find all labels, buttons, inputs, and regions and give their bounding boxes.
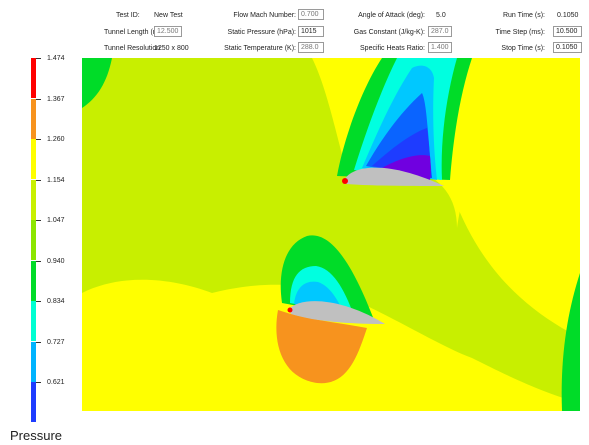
scale-tick	[36, 139, 41, 140]
tunnel-resolution-value: 1250 x 800	[154, 45, 189, 52]
run-time-value: 0.1050	[557, 12, 579, 19]
tunnel-resolution-label: Tunnel Resolution:	[104, 45, 163, 52]
run-time-label: Run Time (s):	[502, 12, 545, 19]
scale-swatch	[31, 260, 36, 301]
upper-stagnation-point	[342, 178, 348, 184]
green-corner-right	[561, 273, 580, 411]
scale-tick	[36, 179, 41, 181]
scale-swatch	[31, 220, 36, 260]
scale-tick	[36, 98, 41, 100]
scale-tick-label: 1.154	[47, 176, 65, 184]
scale-tick-label: 0.834	[47, 298, 65, 305]
heats-ratio-field[interactable]: 1.400	[428, 42, 452, 53]
static-pressure-label: Static Pressure (hPa):	[227, 29, 296, 36]
pressure-color-scale: 1.474 1.367 1.260 1.154 1.047 0.940 0.834 0.727…	[0, 55, 80, 422]
scale-tick	[36, 301, 41, 302]
static-pressure-field[interactable]: 1015	[298, 26, 324, 37]
scale-tick-label: 0.727	[47, 338, 65, 346]
aoa-label: Angle of Attack (deg):	[358, 12, 425, 19]
stop-time-label: Stop Time (s):	[501, 45, 545, 52]
scale-swatch	[31, 139, 36, 179]
scale-tick-label: 0.621	[47, 379, 65, 386]
scale-tick-label: 1.367	[47, 95, 65, 103]
mach-field[interactable]: 0.700	[298, 9, 324, 20]
tunnel-length-label: Tunnel Length (m):	[104, 29, 163, 36]
scale-tick	[36, 341, 41, 343]
scale-tick	[36, 220, 41, 221]
scale-tick	[36, 382, 41, 383]
lower-airfoil	[289, 301, 385, 324]
heats-ratio-label: Specific Heats Ratio:	[360, 45, 425, 52]
static-temp-label: Static Temperature (K):	[224, 45, 296, 52]
gas-constant-label: Gas Constant (J/kg-K):	[353, 29, 425, 36]
scale-tick-label: 1.260	[47, 136, 65, 143]
gas-constant-field[interactable]: 287.0	[428, 26, 452, 37]
scale-tick	[36, 260, 41, 262]
test-id-value: New Test	[154, 12, 183, 19]
scale-swatch	[31, 301, 36, 341]
static-temp-field[interactable]: 288.0	[298, 42, 324, 53]
scale-swatch	[31, 382, 36, 422]
time-step-field[interactable]: 10.500	[553, 26, 582, 37]
upper-airfoil	[344, 167, 444, 186]
test-id-label: Test ID:	[116, 12, 140, 19]
stop-time-field[interactable]: 0.1050	[553, 42, 582, 53]
scale-tick-label: 0.940	[47, 257, 65, 265]
tunnel-length-field[interactable]: 12.500	[154, 26, 182, 37]
orange-region-lower	[276, 310, 367, 384]
time-step-label: Time Step (ms):	[495, 29, 545, 36]
field-quantity-label: Pressure	[10, 428, 63, 443]
mach-label: Flow Mach Number:	[233, 12, 296, 19]
scale-swatch	[31, 341, 36, 382]
pressure-contour-plot	[82, 58, 580, 411]
scale-swatch	[31, 98, 36, 139]
lower-stagnation-point	[287, 307, 293, 313]
scale-tick	[36, 58, 41, 59]
scale-tick-label: 1.474	[47, 55, 65, 62]
scale-tick-label: 1.047	[47, 217, 65, 224]
green-corner-left	[82, 58, 112, 108]
violet-core-upper	[382, 155, 431, 180]
scale-swatch	[31, 58, 36, 98]
aoa-value: 5.0	[436, 12, 446, 19]
yellow-region-right	[454, 58, 580, 338]
scale-swatch	[31, 179, 36, 220]
